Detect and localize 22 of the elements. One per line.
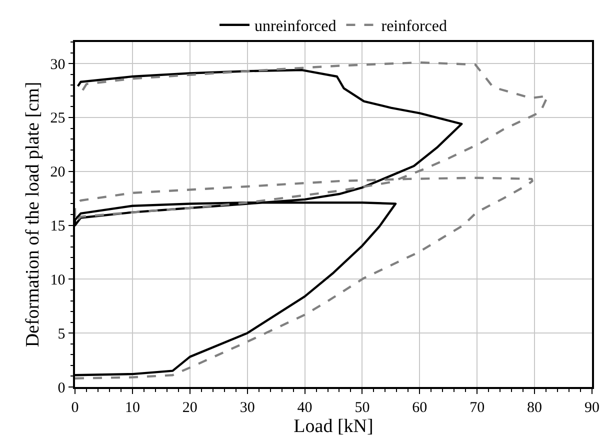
y-tick-label: 30 (50, 56, 66, 73)
y-tick-label: 5 (58, 326, 66, 342)
y-tick-label: 0 (58, 380, 66, 396)
x-tick-label: 70 (470, 400, 485, 416)
x-tick-label: 80 (527, 400, 542, 416)
y-axis-title: Deformation of the load plate [cm] (22, 82, 44, 348)
legend-label: reinforced (381, 18, 447, 36)
x-tick-label: 0 (71, 400, 79, 416)
legend-label: unreinforced (254, 18, 336, 36)
x-tick-label: 50 (354, 400, 370, 416)
x-tick-label: 40 (297, 400, 312, 416)
x-tick-label: 20 (182, 400, 198, 416)
x-tick-label: 90 (584, 400, 600, 416)
x-axis-title: Load [kN] (294, 416, 374, 438)
y-tick-label: 10 (50, 272, 66, 288)
y-tick-label: 15 (50, 218, 66, 235)
x-tick-label: 10 (124, 400, 140, 416)
y-tick-label: 20 (50, 164, 66, 181)
x-tick-label: 60 (412, 400, 428, 416)
line-series (75, 61, 549, 380)
x-tick-label: 30 (240, 400, 255, 416)
y-tick-label: 25 (50, 110, 66, 127)
